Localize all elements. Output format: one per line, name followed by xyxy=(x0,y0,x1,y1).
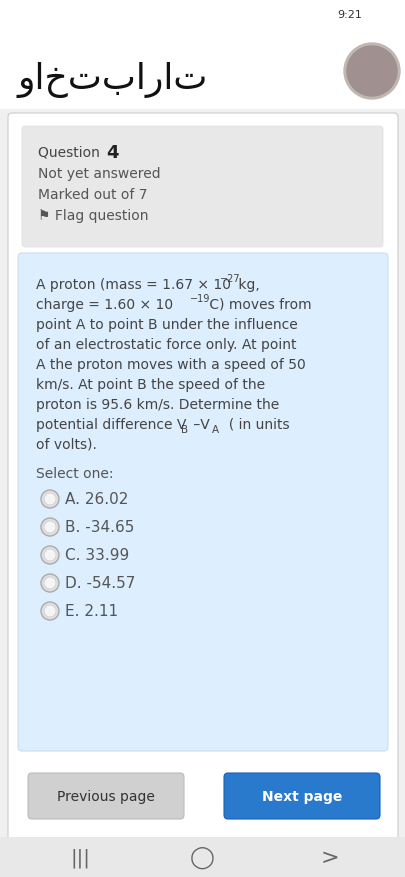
FancyBboxPatch shape xyxy=(0,0,405,30)
Text: A. 26.02: A. 26.02 xyxy=(65,492,128,507)
Text: ( in units: ( in units xyxy=(220,417,290,431)
FancyBboxPatch shape xyxy=(8,114,398,851)
Text: A proton (mass = 1.67 × 10: A proton (mass = 1.67 × 10 xyxy=(36,278,231,292)
Text: واختبارات: واختبارات xyxy=(18,62,209,98)
Text: A: A xyxy=(212,424,219,434)
Text: 4: 4 xyxy=(106,144,119,162)
Text: ◯: ◯ xyxy=(190,845,214,868)
Text: Marked out of 7: Marked out of 7 xyxy=(38,188,147,202)
FancyBboxPatch shape xyxy=(28,774,184,819)
Text: point A to point B under the influence: point A to point B under the influence xyxy=(36,317,298,332)
Text: Next page: Next page xyxy=(262,789,342,803)
Text: C. 33.99: C. 33.99 xyxy=(65,548,129,563)
FancyBboxPatch shape xyxy=(224,774,380,819)
Text: of an electrostatic force only. At point: of an electrostatic force only. At point xyxy=(36,338,296,352)
Circle shape xyxy=(44,522,56,533)
Text: E. 2.11: E. 2.11 xyxy=(65,603,118,619)
FancyBboxPatch shape xyxy=(0,30,405,110)
Text: C) moves from: C) moves from xyxy=(205,297,311,311)
Text: >: > xyxy=(321,847,339,867)
Text: proton is 95.6 km/s. Determine the: proton is 95.6 km/s. Determine the xyxy=(36,397,279,411)
Text: B. -34.65: B. -34.65 xyxy=(65,520,134,535)
Text: |||: ||| xyxy=(70,847,90,866)
Circle shape xyxy=(347,47,397,96)
Text: B: B xyxy=(181,424,188,434)
Text: A the proton moves with a speed of 50: A the proton moves with a speed of 50 xyxy=(36,358,306,372)
Circle shape xyxy=(41,490,59,509)
Circle shape xyxy=(41,518,59,537)
Text: charge = 1.60 × 10: charge = 1.60 × 10 xyxy=(36,297,173,311)
Text: of volts).: of volts). xyxy=(36,438,97,452)
Text: Not yet answered: Not yet answered xyxy=(38,167,161,181)
Circle shape xyxy=(44,605,56,617)
Circle shape xyxy=(44,577,56,589)
Text: −19: −19 xyxy=(190,294,210,303)
Circle shape xyxy=(41,546,59,565)
Text: Previous page: Previous page xyxy=(57,789,155,803)
Circle shape xyxy=(344,44,400,100)
Text: Select one:: Select one: xyxy=(36,467,113,481)
FancyBboxPatch shape xyxy=(22,127,383,247)
Text: 9:21: 9:21 xyxy=(337,10,362,20)
Text: km/s. At point B the speed of the: km/s. At point B the speed of the xyxy=(36,378,265,391)
Circle shape xyxy=(41,602,59,620)
Text: D. -54.57: D. -54.57 xyxy=(65,576,135,591)
Text: Question: Question xyxy=(38,146,104,160)
Text: ⚑ Flag question: ⚑ Flag question xyxy=(38,209,149,223)
Text: –V: –V xyxy=(189,417,210,431)
Circle shape xyxy=(44,494,56,505)
FancyBboxPatch shape xyxy=(0,837,405,877)
Circle shape xyxy=(44,549,56,561)
Text: kg,: kg, xyxy=(234,278,260,292)
Circle shape xyxy=(41,574,59,592)
FancyBboxPatch shape xyxy=(18,253,388,751)
Text: −27: −27 xyxy=(220,274,241,283)
Text: potential difference V: potential difference V xyxy=(36,417,186,431)
